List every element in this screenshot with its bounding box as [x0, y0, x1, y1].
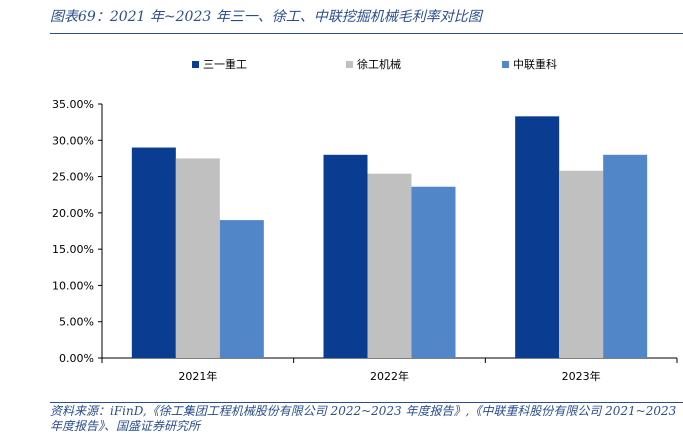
- legend-label: 三一重工: [203, 57, 247, 71]
- x-tick-label: 2023年: [562, 369, 601, 383]
- legend-swatch: [502, 61, 509, 68]
- bar: [367, 173, 412, 358]
- title-divider: [50, 33, 683, 34]
- bar: [131, 147, 176, 358]
- y-tick-label: 35.00%: [52, 98, 94, 111]
- y-tick-label: 30.00%: [52, 134, 94, 147]
- legend-swatch: [192, 61, 199, 68]
- bar: [559, 170, 604, 358]
- x-tick-label: 2021年: [178, 369, 217, 383]
- bar: [175, 158, 220, 358]
- source-note: 资料来源：iFinD,《徐工集团工程机械股份有限公司 2022~2023 年度报…: [50, 404, 677, 433]
- y-tick-label: 0.00%: [59, 352, 94, 365]
- y-tick-label: 25.00%: [52, 171, 94, 184]
- source-divider: [50, 402, 683, 403]
- y-tick-label: 10.00%: [52, 279, 94, 292]
- y-tick-label: 20.00%: [52, 207, 94, 220]
- legend-label: 徐工机械: [357, 57, 401, 71]
- bar: [411, 186, 456, 358]
- chart-title: 图表69：2021 年~2023 年三一、徐工、中联挖掘机械毛利率对比图: [50, 9, 482, 25]
- bar: [323, 154, 368, 358]
- y-tick-label: 5.00%: [59, 316, 94, 329]
- legend-label: 中联重科: [513, 57, 557, 71]
- bar: [603, 154, 648, 358]
- y-tick-label: 15.00%: [52, 243, 94, 256]
- x-tick-label: 2022年: [370, 369, 409, 383]
- bar: [219, 220, 264, 358]
- legend-swatch: [346, 61, 353, 68]
- bar: [515, 116, 560, 358]
